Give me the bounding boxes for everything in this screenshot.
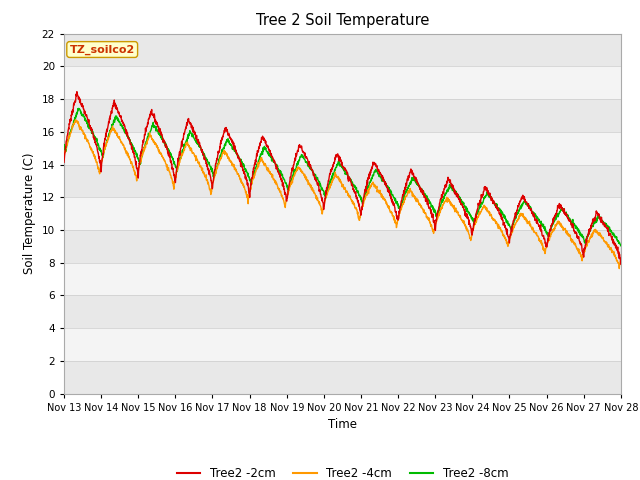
Tree2 -4cm xyxy=(216,158,223,164)
Bar xyxy=(64,295,621,328)
Tree2 -4cm xyxy=(359,203,367,208)
Tree2 -2cm xyxy=(216,148,223,154)
Tree2 -8cm xyxy=(60,143,68,148)
Bar xyxy=(64,230,621,263)
Tree2 -8cm xyxy=(75,106,83,111)
Bar xyxy=(64,263,621,295)
Tree2 -2cm xyxy=(568,221,575,227)
Tree2 -4cm xyxy=(584,241,591,247)
Line: Tree2 -4cm: Tree2 -4cm xyxy=(64,120,621,269)
Tree2 -8cm xyxy=(504,222,512,228)
Tree2 -2cm xyxy=(60,159,68,165)
Tree2 -2cm xyxy=(617,261,625,267)
Bar xyxy=(64,132,621,165)
Legend: Tree2 -2cm, Tree2 -4cm, Tree2 -8cm: Tree2 -2cm, Tree2 -4cm, Tree2 -8cm xyxy=(172,463,513,480)
Line: Tree2 -8cm: Tree2 -8cm xyxy=(64,108,621,246)
Tree2 -4cm xyxy=(60,153,68,159)
Tree2 -4cm xyxy=(72,117,79,122)
Tree2 -2cm xyxy=(359,200,367,206)
Bar xyxy=(64,328,621,361)
Tree2 -2cm xyxy=(584,234,591,240)
Tree2 -4cm xyxy=(616,266,623,272)
Bar xyxy=(64,66,621,99)
Y-axis label: Soil Temperature (C): Soil Temperature (C) xyxy=(23,153,36,275)
Tree2 -8cm xyxy=(617,243,625,249)
Tree2 -4cm xyxy=(568,237,575,243)
Bar xyxy=(64,361,621,394)
Tree2 -8cm xyxy=(584,235,591,240)
Tree2 -8cm xyxy=(216,157,223,163)
Text: TZ_soilco2: TZ_soilco2 xyxy=(70,44,135,55)
Tree2 -2cm xyxy=(371,160,379,166)
X-axis label: Time: Time xyxy=(328,418,357,431)
Title: Tree 2 Soil Temperature: Tree 2 Soil Temperature xyxy=(256,13,429,28)
Tree2 -8cm xyxy=(568,218,575,224)
Tree2 -2cm xyxy=(504,234,512,240)
Tree2 -8cm xyxy=(359,200,367,205)
Tree2 -4cm xyxy=(617,256,625,262)
Bar xyxy=(64,34,621,66)
Bar xyxy=(64,99,621,132)
Tree2 -4cm xyxy=(371,182,379,188)
Tree2 -4cm xyxy=(504,241,512,247)
Bar xyxy=(64,165,621,197)
Line: Tree2 -2cm: Tree2 -2cm xyxy=(64,92,621,264)
Tree2 -2cm xyxy=(73,89,81,95)
Tree2 -8cm xyxy=(371,169,379,175)
Bar xyxy=(64,197,621,230)
